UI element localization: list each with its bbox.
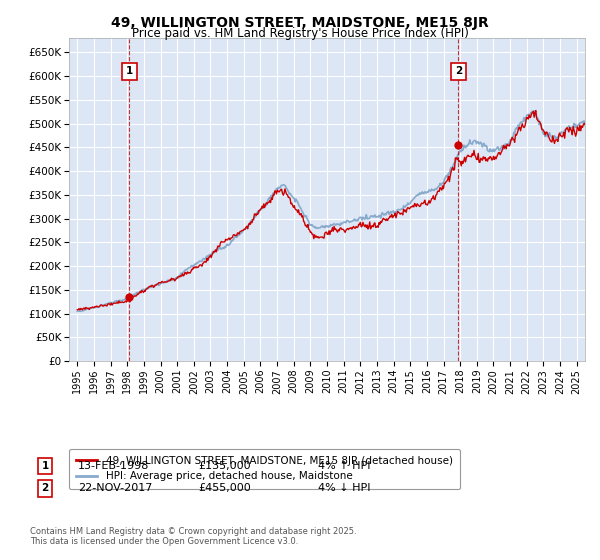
Text: 4% ↑ HPI: 4% ↑ HPI: [318, 461, 371, 471]
Legend: 49, WILLINGTON STREET, MAIDSTONE, ME15 8JR (detached house), HPI: Average price,: 49, WILLINGTON STREET, MAIDSTONE, ME15 8…: [69, 449, 460, 488]
Text: 49, WILLINGTON STREET, MAIDSTONE, ME15 8JR: 49, WILLINGTON STREET, MAIDSTONE, ME15 8…: [111, 16, 489, 30]
Text: 2: 2: [455, 66, 462, 76]
Text: Price paid vs. HM Land Registry's House Price Index (HPI): Price paid vs. HM Land Registry's House …: [131, 27, 469, 40]
Text: 1: 1: [41, 461, 49, 471]
Text: 1: 1: [125, 66, 133, 76]
Text: £455,000: £455,000: [198, 483, 251, 493]
Text: 4% ↓ HPI: 4% ↓ HPI: [318, 483, 371, 493]
Text: 22-NOV-2017: 22-NOV-2017: [78, 483, 152, 493]
Text: 13-FEB-1998: 13-FEB-1998: [78, 461, 149, 471]
Text: £135,000: £135,000: [198, 461, 251, 471]
Text: Contains HM Land Registry data © Crown copyright and database right 2025.
This d: Contains HM Land Registry data © Crown c…: [30, 526, 356, 546]
Text: 2: 2: [41, 483, 49, 493]
